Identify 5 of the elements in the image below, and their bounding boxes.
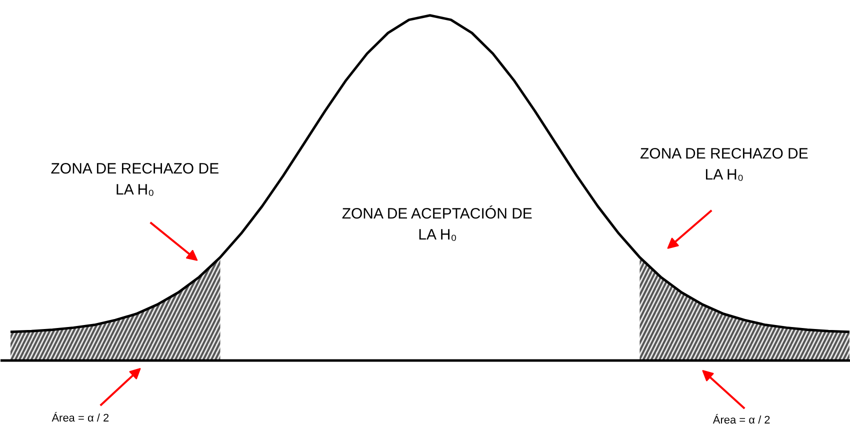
annotation: ZONA DE RECHAZO DE LA H₀ (640, 145, 808, 184)
annotation: ZONA DE ACEPTACIÓN DE LA H₀ (342, 204, 532, 244)
text: Área = α / 2 (712, 413, 770, 426)
annotation: ZONA DE RECHAZO DE LA H₀ (50, 160, 220, 199)
text: Área = α / 2 (52, 411, 110, 424)
